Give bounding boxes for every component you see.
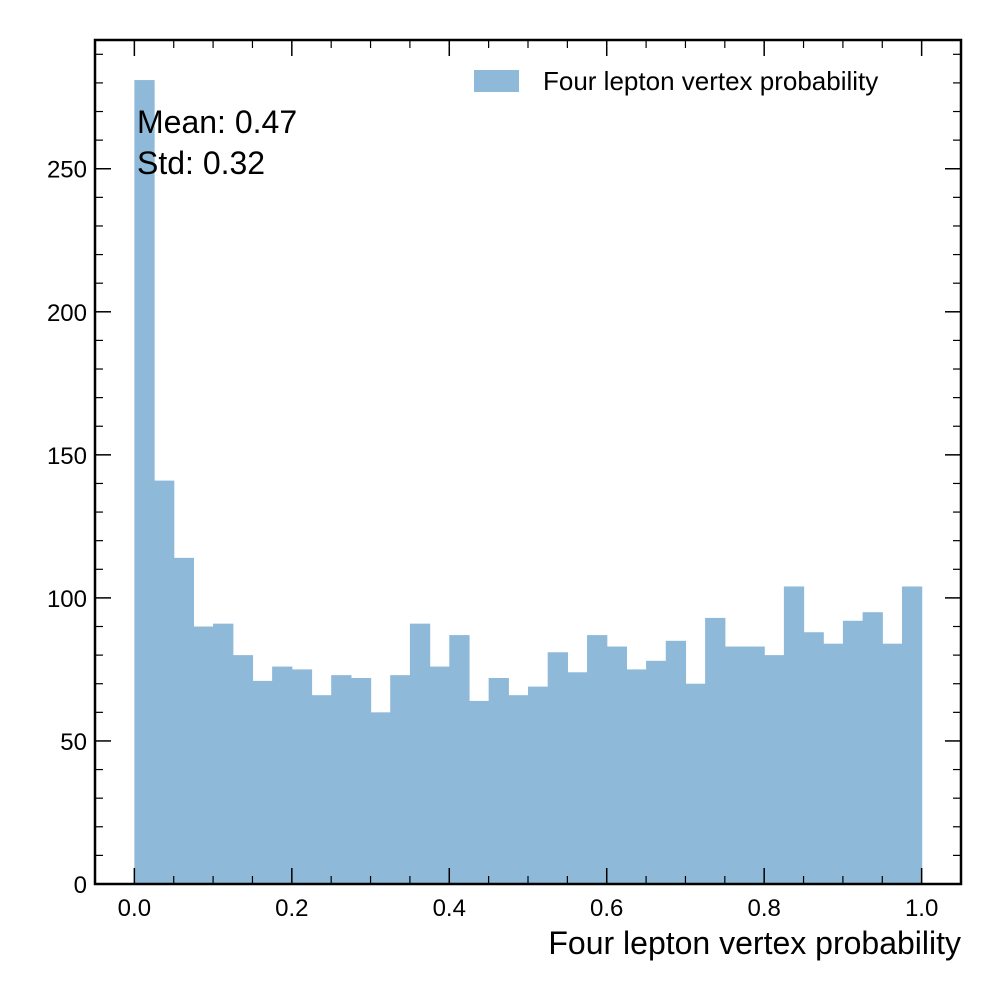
x-tick-labels: 0.0 0.2 0.4 0.6 0.8 1.0 <box>118 895 939 922</box>
histogram-bar <box>232 655 254 884</box>
histogram-bar <box>606 646 628 884</box>
histogram-bars <box>134 80 923 884</box>
histogram-bar <box>724 646 746 884</box>
histogram-bar <box>901 586 923 884</box>
histogram-bar <box>193 626 214 884</box>
histogram-bar <box>882 643 903 884</box>
histogram-bar <box>587 635 608 884</box>
histogram-bar <box>252 680 273 884</box>
histogram-bar <box>665 640 687 884</box>
legend: Four lepton vertex probability <box>474 66 878 96</box>
y-tick-label: 0 <box>74 872 87 899</box>
histogram-bar <box>705 617 726 884</box>
histogram-bar <box>409 623 431 884</box>
histogram-bar <box>173 557 195 884</box>
x-tick-label: 0.0 <box>118 895 151 922</box>
std-annotation: Std: 0.32 <box>137 145 265 181</box>
y-tick-label: 200 <box>47 300 87 327</box>
histogram-bar <box>331 675 352 884</box>
y-tick-label: 250 <box>47 157 87 184</box>
minor-ticks <box>94 40 962 884</box>
histogram-bar <box>134 80 155 884</box>
histogram-bar <box>449 635 470 884</box>
histogram-bar <box>646 660 667 884</box>
x-tick-label: 0.8 <box>747 895 780 922</box>
histogram-bar <box>783 586 805 884</box>
y-tick-label: 50 <box>60 729 87 756</box>
histogram-bar <box>744 646 765 884</box>
histogram-bar <box>390 675 411 884</box>
x-axis-title: Four lepton vertex probability <box>548 925 961 961</box>
histogram-bar <box>311 695 332 884</box>
histogram-bar <box>429 666 450 884</box>
histogram-bar <box>350 678 372 884</box>
x-tick-label: 0.2 <box>275 895 308 922</box>
legend-label: Four lepton vertex probability <box>543 66 878 96</box>
histogram-bar <box>508 695 529 884</box>
y-tick-label: 150 <box>47 443 87 470</box>
legend-swatch <box>474 70 519 92</box>
histogram-bar <box>626 669 647 884</box>
histogram-bar <box>528 686 549 884</box>
histogram-bar <box>213 623 234 884</box>
histogram-bar <box>862 612 883 884</box>
histogram-bar <box>842 620 864 884</box>
histogram-bar <box>291 669 313 884</box>
histogram-bar <box>468 700 490 884</box>
x-tick-label: 0.6 <box>590 895 623 922</box>
histogram-bar <box>685 683 706 884</box>
x-tick-label: 0.4 <box>433 895 466 922</box>
mean-annotation: Mean: 0.47 <box>137 104 297 140</box>
histogram-bar <box>803 632 824 884</box>
histogram-bar <box>370 712 391 884</box>
histogram-bar <box>154 480 175 884</box>
histogram-bar <box>764 655 785 884</box>
histogram-bar <box>488 678 509 884</box>
histogram-bar <box>547 652 568 884</box>
x-tick-label: 1.0 <box>905 895 938 922</box>
plot-frame <box>93 38 963 886</box>
histogram-bar <box>823 643 844 884</box>
y-tick-labels: 0 50 100 150 200 250 <box>47 157 87 899</box>
histogram-bar <box>272 666 293 884</box>
y-tick-label: 100 <box>47 586 87 613</box>
histogram-bar <box>567 672 588 884</box>
